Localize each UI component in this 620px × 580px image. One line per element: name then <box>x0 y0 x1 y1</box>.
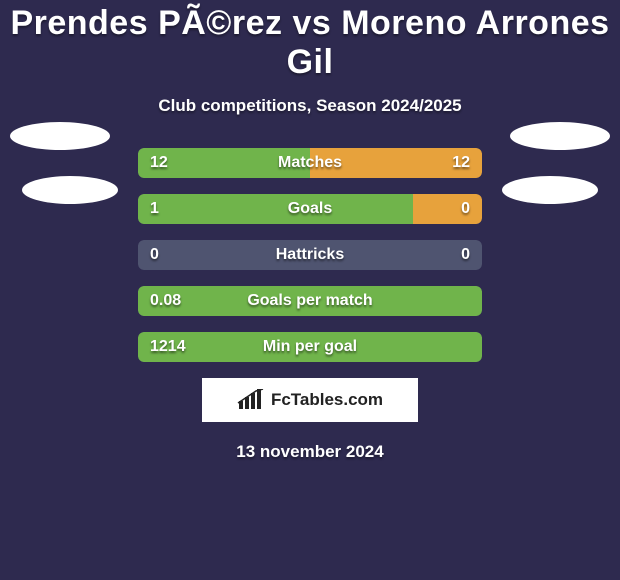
page-title: Prendes PÃ©rez vs Moreno Arrones Gil <box>0 0 620 82</box>
bar-label: Matches <box>138 148 482 178</box>
page-subtitle: Club competitions, Season 2024/2025 <box>0 96 620 116</box>
bar-label: Min per goal <box>138 332 482 362</box>
bar-label: Goals per match <box>138 286 482 316</box>
brand-text: FcTables.com <box>271 390 383 410</box>
player-left-avatar-1 <box>10 122 110 150</box>
brand-box: FcTables.com <box>202 378 418 422</box>
player-left-avatar-2 <box>22 176 118 204</box>
bar-label: Goals <box>138 194 482 224</box>
player-right-avatar-2 <box>502 176 598 204</box>
stat-row: 0.08Goals per match <box>138 286 482 316</box>
brand-chart-icon <box>237 389 265 411</box>
stat-row: 1212Matches <box>138 148 482 178</box>
date-line: 13 november 2024 <box>0 442 620 462</box>
stats-container: 1212Matches 10Goals 00Hattricks 0.08Goals p… <box>138 116 482 362</box>
stat-row: 00Hattricks <box>138 240 482 270</box>
stat-row: 1214Min per goal <box>138 332 482 362</box>
player-right-avatar-1 <box>510 122 610 150</box>
bar-label: Hattricks <box>138 240 482 270</box>
stat-row: 10Goals <box>138 194 482 224</box>
